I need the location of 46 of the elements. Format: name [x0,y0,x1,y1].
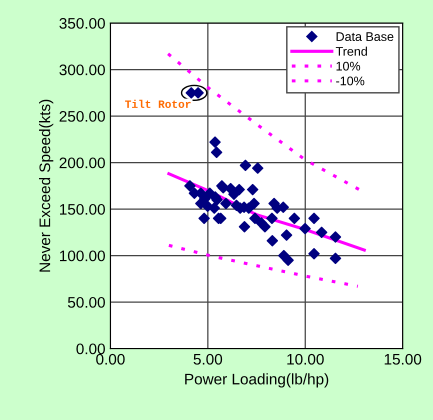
y-tick-label: 150.00 [60,204,105,215]
point [210,146,222,158]
point [209,136,221,148]
point [234,184,245,196]
legend-label: Trend [336,46,367,56]
line-series [167,244,360,288]
x-tick-label: 5.00 [194,354,222,365]
x-tick-label: 10.00 [287,354,324,365]
point [220,198,232,210]
y-tick-label: 200.00 [60,157,105,168]
point [248,198,260,210]
y-tick-label: 350.00 [59,18,105,29]
point [308,212,320,224]
x-tick-label: 0.00 [96,354,125,365]
y-tick-label: 0.00 [76,343,105,354]
line-series [167,172,366,252]
y-tick-label: 100.00 [60,250,105,262]
point [266,235,278,246]
y-tick-label: 50.00 [68,296,105,308]
point [249,212,261,224]
y-tick-label: 250.00 [60,110,105,122]
y-axis-title: Never Exceed Speed(kts) [39,100,54,272]
point [330,252,342,264]
y-tick-label: 300.00 [59,64,105,76]
point [316,226,328,238]
point [288,212,300,224]
point [208,202,220,214]
point [198,212,210,224]
annotation: Tilt Rotor [125,100,191,108]
point [282,254,294,266]
point [246,184,258,196]
point [266,212,278,224]
point [308,248,320,260]
x-tick-label: 15.00 [384,354,422,365]
legend-label: 10% [336,62,360,71]
point [238,221,250,232]
point [240,160,252,172]
legend-label: -10% [336,76,364,86]
point [252,162,264,174]
legend-label: Data Base [336,32,394,42]
point [330,231,342,243]
point [299,222,311,234]
x-axis-title: Power Loading(lb/hp) [185,373,328,388]
point [280,229,292,241]
point [184,180,196,192]
point [259,221,271,232]
